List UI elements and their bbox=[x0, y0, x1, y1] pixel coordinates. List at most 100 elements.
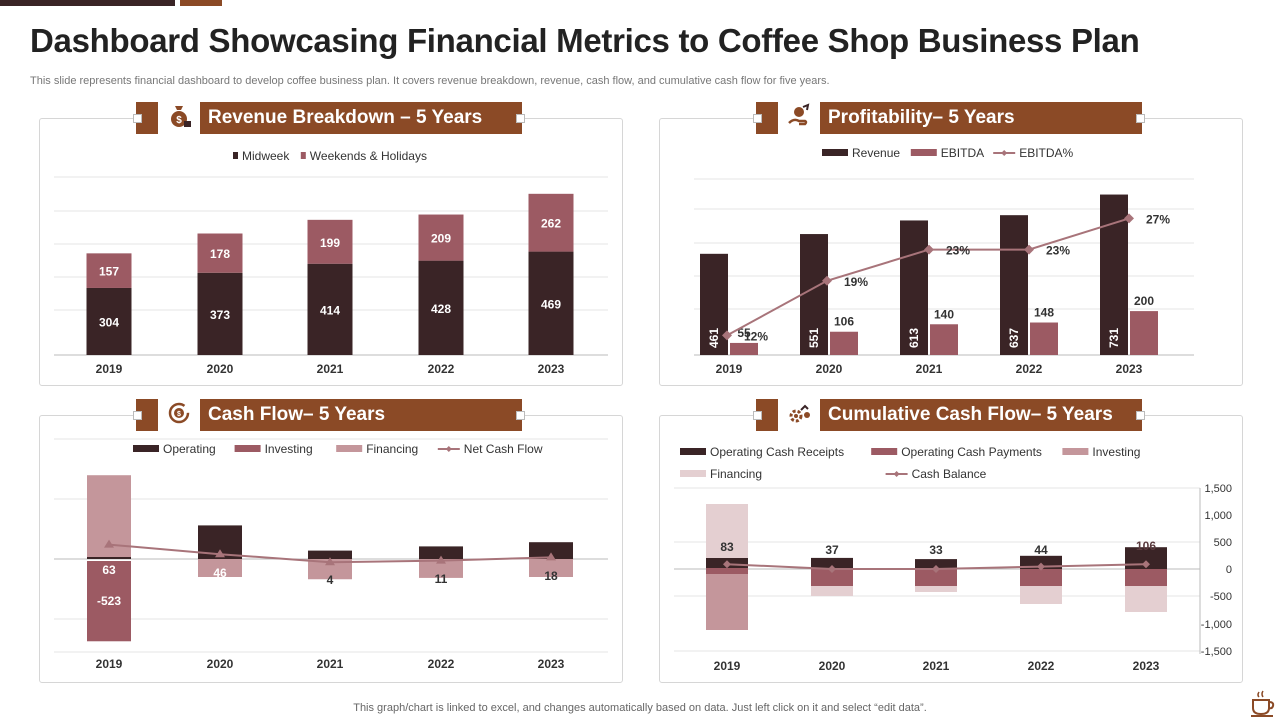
cumulative-banner: Cumulative Cash Flow– 5 Years bbox=[753, 393, 1145, 433]
legend-swatch bbox=[1062, 448, 1089, 455]
bar-operating-receipts bbox=[915, 559, 957, 569]
legend-label: Weekends & Holidays bbox=[310, 149, 427, 163]
y-tick-label: -1,000 bbox=[1201, 619, 1232, 631]
bar-value-label: 148 bbox=[1034, 306, 1054, 320]
profit-panel: Revenue EBITDA EBITDA% 461 55 551 106 613 140 637… bbox=[659, 118, 1243, 386]
cashflow-chart[interactable]: Operating Investing Financing Net Cash Flow… bbox=[40, 416, 622, 682]
bar-value-label: 731 bbox=[1107, 328, 1121, 348]
banner-handle bbox=[753, 114, 762, 123]
bar-midweek bbox=[418, 260, 464, 355]
bar-value-label: 551 bbox=[807, 328, 821, 348]
x-tick-label: 2023 bbox=[1116, 362, 1143, 376]
bar-value-label: 11 bbox=[435, 572, 448, 586]
ebitda-percent-point bbox=[924, 244, 934, 255]
legend-line-marker bbox=[893, 471, 900, 477]
svg-text:$: $ bbox=[177, 411, 181, 418]
bar-operating-payments bbox=[706, 568, 748, 574]
x-tick-label: 2022 bbox=[1016, 362, 1043, 376]
bar-investing bbox=[706, 574, 748, 630]
x-tick-label: 2022 bbox=[1028, 659, 1055, 673]
cumulative-panel: 1,500 1,000 500 0 -500 -1,000 -1,500 Operating … bbox=[659, 415, 1243, 683]
revenue-panel-title: Revenue Breakdown – 5 Years bbox=[200, 102, 522, 134]
bar-financing bbox=[706, 504, 748, 558]
profit-panel-title: Profitability– 5 Years bbox=[820, 102, 1142, 134]
bar-financing bbox=[1125, 586, 1167, 612]
legend-label: EBITDA% bbox=[1019, 146, 1073, 160]
bar-weekends bbox=[528, 193, 574, 252]
x-tick-label: 2023 bbox=[538, 362, 565, 376]
x-tick-label: 2019 bbox=[714, 659, 741, 673]
bar-revenue bbox=[700, 253, 728, 355]
bar-ebitda bbox=[830, 331, 858, 355]
x-tick-label: 2019 bbox=[96, 657, 123, 671]
top-accent-bar-dark bbox=[0, 0, 175, 6]
revenue-panel: Midweek Weekends & Holidays 304 157 373 178 41… bbox=[39, 118, 623, 386]
cash-balance-point bbox=[932, 565, 940, 573]
banner-handle bbox=[753, 411, 762, 420]
revenue-chart[interactable]: Midweek Weekends & Holidays 304 157 373 178 41… bbox=[40, 119, 622, 385]
net-cash-flow-point bbox=[104, 539, 114, 548]
x-tick-label: 2020 bbox=[816, 362, 843, 376]
hand-growth-icon bbox=[778, 96, 820, 136]
bar-value-label: 44 bbox=[1034, 543, 1048, 557]
ebitda-percent-point bbox=[1024, 244, 1034, 255]
cashflow-banner: $ Cash Flow– 5 Years bbox=[133, 393, 525, 433]
legend-label: EBITDA bbox=[941, 146, 984, 160]
banner-handle bbox=[516, 411, 525, 420]
bar-weekends bbox=[307, 219, 353, 264]
bar-ebitda bbox=[1130, 311, 1158, 355]
bar-operating-payments bbox=[1020, 569, 1062, 586]
bar-value-label: -523 bbox=[97, 594, 121, 608]
y-tick-label: -1,500 bbox=[1201, 646, 1232, 658]
bar-ebitda bbox=[930, 324, 958, 355]
bar-investing bbox=[87, 561, 131, 642]
net-cash-flow-point bbox=[215, 549, 225, 558]
net-cash-flow-point bbox=[325, 557, 335, 566]
bar-value-label: 106 bbox=[834, 315, 854, 329]
bar-financing bbox=[1020, 586, 1062, 604]
legend-label: Investing bbox=[1092, 445, 1140, 459]
cumulative-chart[interactable]: 1,500 1,000 500 0 -500 -1,000 -1,500 Operating … bbox=[660, 416, 1242, 682]
bar-operating-receipts bbox=[811, 557, 853, 569]
profit-chart[interactable]: Revenue EBITDA EBITDA% 461 55 551 106 613 140 637… bbox=[660, 119, 1242, 385]
bar-midweek bbox=[197, 272, 243, 355]
y-tick-label: 0 bbox=[1226, 564, 1232, 576]
bar-revenue bbox=[800, 234, 828, 355]
x-tick-label: 2021 bbox=[317, 362, 344, 376]
bar-midweek bbox=[307, 263, 353, 355]
banner-handle bbox=[1136, 114, 1145, 123]
legend-label: Midweek bbox=[242, 149, 290, 163]
banner-icon-block bbox=[756, 102, 778, 134]
ebitda-percent-point bbox=[1124, 213, 1134, 224]
bar-value-label: 18 bbox=[544, 569, 558, 583]
x-tick-label: 2021 bbox=[317, 657, 344, 671]
y-tick-label: -500 bbox=[1210, 591, 1232, 603]
legend-swatch bbox=[680, 448, 706, 455]
x-tick-label: 2019 bbox=[716, 362, 743, 376]
x-tick-label: 2020 bbox=[819, 659, 846, 673]
page-title: Dashboard Showcasing Financial Metrics t… bbox=[30, 22, 1140, 59]
svg-text:$: $ bbox=[176, 115, 182, 126]
bar-value-label: 414 bbox=[320, 303, 340, 317]
bar-value-label: 33 bbox=[929, 543, 943, 557]
bar-revenue bbox=[1000, 215, 1028, 355]
x-tick-label: 2021 bbox=[923, 659, 950, 673]
bar-ebitda bbox=[730, 342, 758, 355]
line-value-label: 27% bbox=[1146, 212, 1170, 226]
bar-midweek bbox=[528, 251, 574, 355]
bar-weekends bbox=[86, 253, 132, 288]
legend-swatch bbox=[910, 149, 937, 156]
bar-value-label: 304 bbox=[99, 315, 119, 329]
legend-swatch bbox=[300, 152, 306, 159]
banner-handle bbox=[1136, 411, 1145, 420]
bar-value-label: 55 bbox=[737, 326, 751, 340]
ebitda-percent-point bbox=[822, 275, 832, 286]
legend-label: Operating Cash Payments bbox=[901, 445, 1042, 459]
cash-balance-point bbox=[1037, 562, 1045, 571]
legend-swatch bbox=[233, 152, 238, 159]
bar-value-label: 199 bbox=[320, 236, 340, 250]
bar-value-label: 262 bbox=[541, 217, 561, 231]
legend-swatch bbox=[822, 149, 848, 156]
banner-handle bbox=[516, 114, 525, 123]
bar-value-label: 106 bbox=[1136, 539, 1156, 553]
